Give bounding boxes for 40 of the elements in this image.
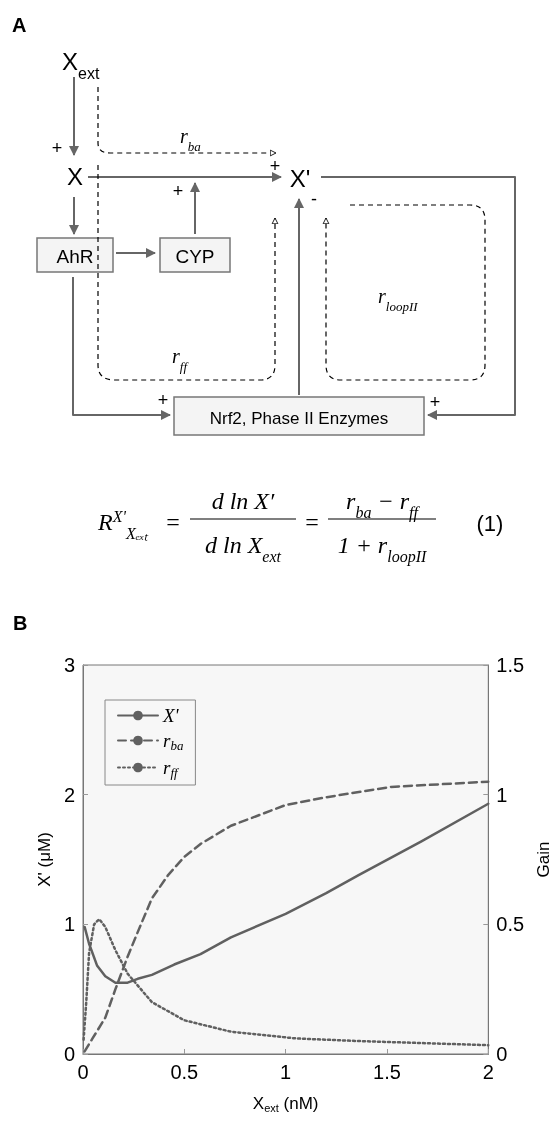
y2-tick-label: 0: [496, 1043, 508, 1065]
text: Nrf2, Phase II Enzymes: [209, 409, 389, 428]
text: (1): [476, 511, 504, 536]
text: 1 + r$_{loopII}$: [337, 532, 427, 566]
chart-title: B: [13, 612, 28, 634]
text: X: [66, 163, 84, 190]
text: r$_{ff}$: [172, 345, 190, 374]
legend-label: X': [162, 705, 180, 726]
text: r$_{ba}$ − r$_{ff}$: [346, 488, 421, 522]
text: +: [429, 392, 441, 412]
text: -: [311, 189, 317, 209]
text: X$_{ext}$: [62, 48, 100, 82]
text: +: [157, 390, 169, 410]
text: X': [289, 165, 311, 192]
y-axis-title: X' (μM): [34, 832, 54, 887]
y-tick-label: 2: [63, 783, 75, 806]
x-tick-label: 1: [280, 1061, 292, 1083]
text: +: [51, 138, 63, 158]
text: d ln X′: [211, 488, 276, 514]
x-tick-label: 1.5: [373, 1061, 401, 1083]
text: +: [269, 156, 281, 176]
text: CYP: [175, 246, 215, 267]
text: A: [12, 14, 27, 36]
y2-tick-label: 1.5: [496, 654, 525, 676]
text: r$_{ba}$: [180, 125, 202, 154]
text: r$_{loopII}$: [378, 285, 419, 314]
x-tick-label: 0: [77, 1061, 89, 1083]
y-tick-label: 1: [63, 913, 75, 936]
text: +: [172, 181, 184, 201]
y2-axis-title: Gain: [534, 841, 553, 878]
text: AhR: [56, 246, 94, 267]
text: d ln X$_{ext}$: [205, 532, 282, 565]
x-tick-label: 2: [482, 1061, 494, 1083]
y2-tick-label: 1: [496, 783, 508, 806]
y-tick-label: 3: [63, 654, 75, 676]
text: =: [166, 509, 180, 535]
x-tick-label: 0.5: [170, 1061, 199, 1083]
y-tick-label: 0: [63, 1043, 75, 1065]
text: =: [305, 509, 319, 535]
y2-tick-label: 0.5: [496, 913, 525, 936]
